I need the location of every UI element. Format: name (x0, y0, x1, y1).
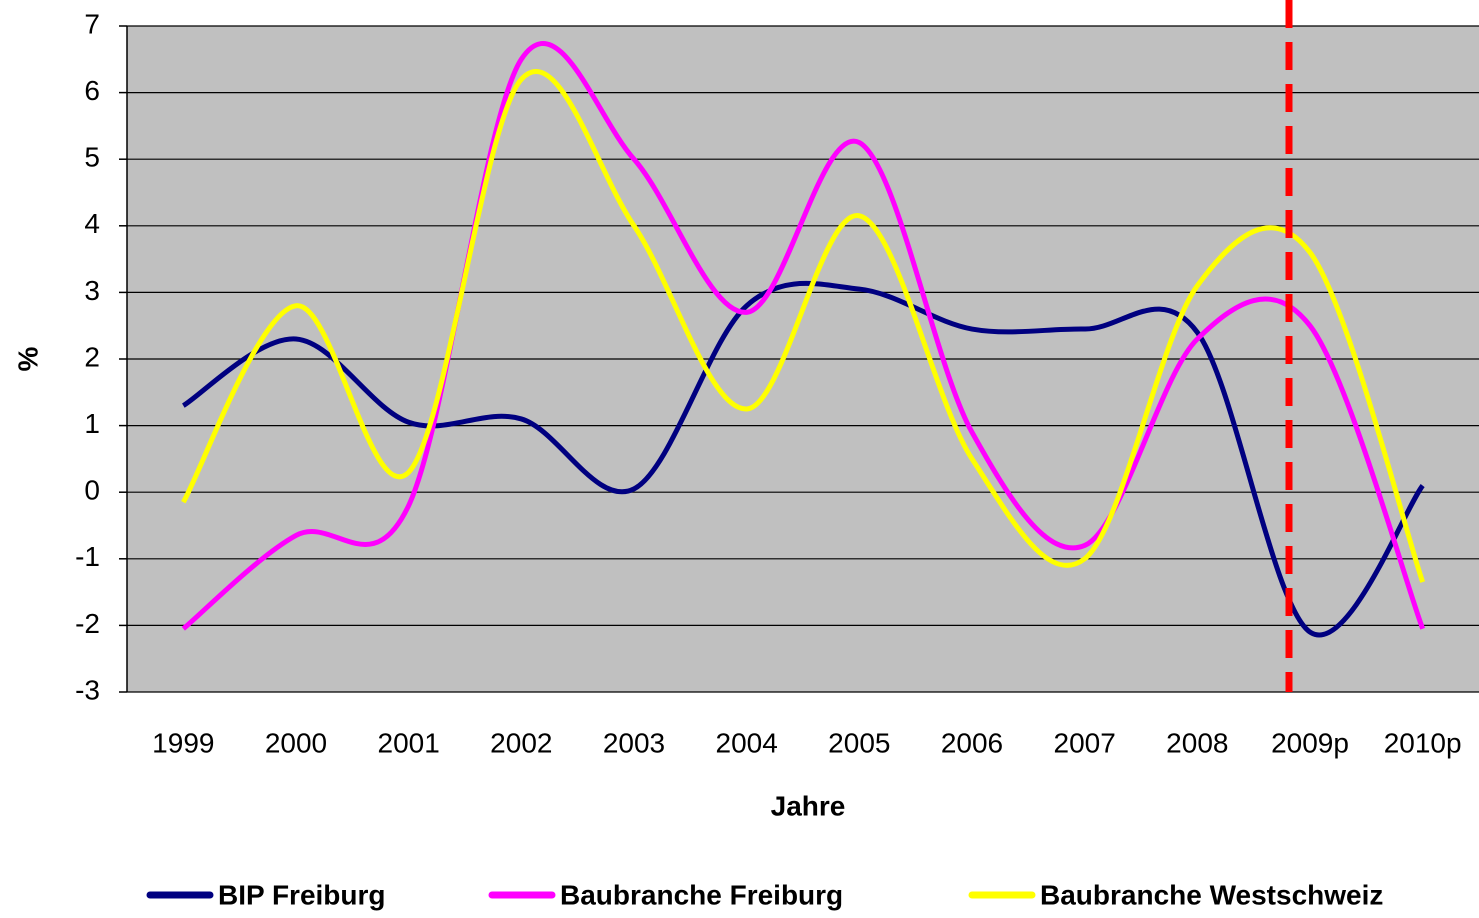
legend-label: Baubranche Freiburg (560, 879, 843, 910)
y-tick-label: -2 (75, 608, 100, 639)
y-tick-label: 2 (84, 341, 100, 372)
y-tick-label: 3 (84, 275, 100, 306)
x-tick-label: 2004 (716, 727, 778, 758)
legend-label: BIP Freiburg (218, 879, 386, 910)
line-series (181, 69, 1426, 583)
y-tick-label: 7 (84, 8, 100, 39)
y-tick-label: 0 (84, 475, 100, 506)
x-axis-label: Jahre (771, 790, 846, 821)
x-tick-label: 2002 (490, 727, 552, 758)
y-tick-label: 1 (84, 408, 100, 439)
x-tick-label: 2001 (378, 727, 440, 758)
line-series (181, 280, 1425, 638)
legend-label: Baubranche Westschweiz (1040, 879, 1383, 910)
x-tick-label: 2005 (828, 727, 890, 758)
x-tick-label: 2008 (1166, 727, 1228, 758)
y-tick-label: -1 (75, 541, 100, 572)
y-tick-label: 4 (84, 208, 100, 239)
x-tick-label: 2006 (941, 727, 1003, 758)
x-tick-label: 2003 (603, 727, 665, 758)
y-tick-label: 6 (84, 75, 100, 106)
x-tick-label: 1999 (152, 727, 214, 758)
y-tick-label: 5 (84, 142, 100, 173)
y-axis-label: % (12, 346, 43, 371)
x-tick-label: 2000 (265, 727, 327, 758)
line-series (181, 41, 1426, 631)
x-tick-label: 2009p (1271, 727, 1349, 758)
x-tick-label: 2010p (1384, 727, 1462, 758)
x-tick-label: 2007 (1054, 727, 1116, 758)
y-tick-label: -3 (75, 674, 100, 705)
